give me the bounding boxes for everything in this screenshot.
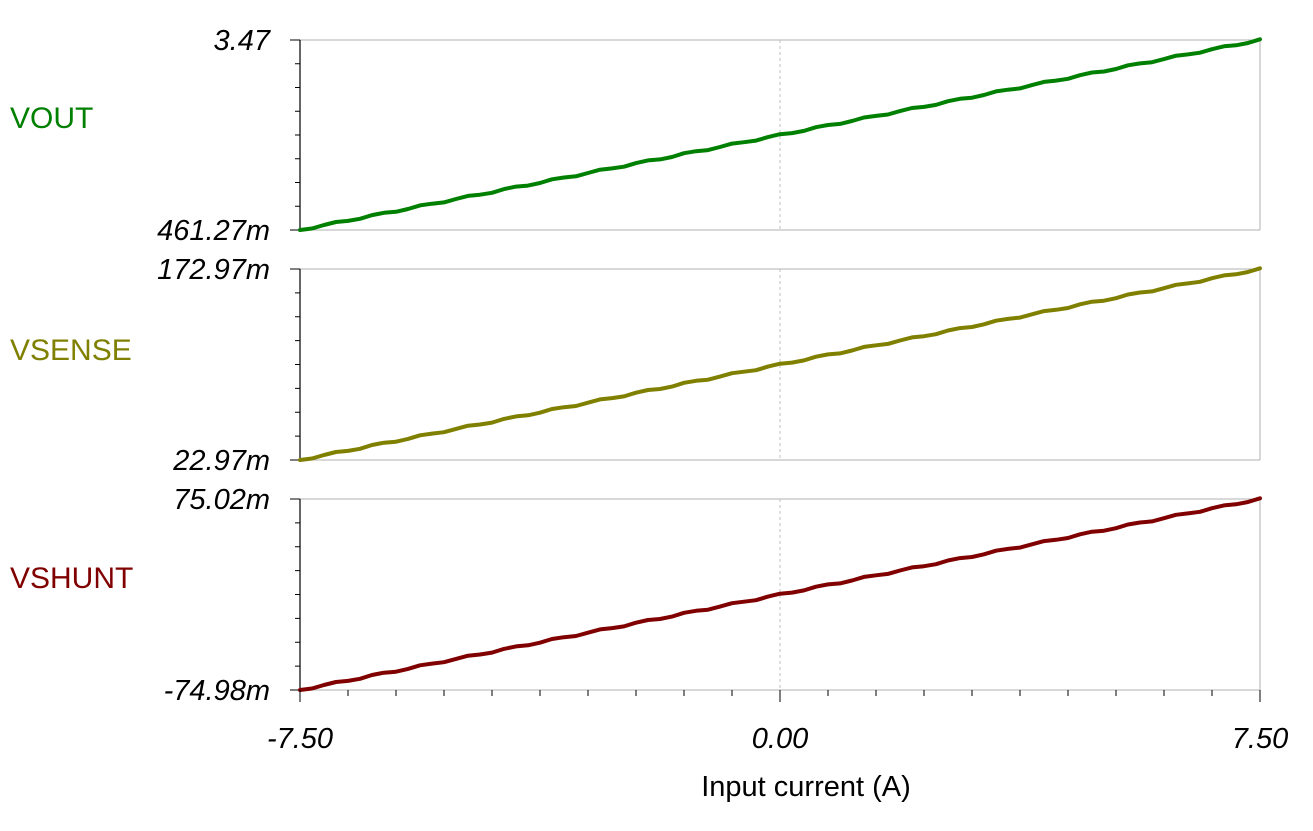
x-axis-title: Input current (A) [701,771,911,803]
y-tick-label-bottom: 461.27m [157,215,270,247]
y-tick-label-top: 75.02m [173,484,270,516]
y-tick-label-top: 172.97m [157,254,270,286]
x-tick-label: 0.00 [752,723,808,755]
panel-vsense: 172.97m 22.97m VSENSE [10,254,1262,477]
y-tick-label-top: 3.47 [214,25,272,57]
series-line-vshunt [298,496,1262,692]
series-label-vout: VOUT [10,102,93,135]
series-line-vout [298,37,1262,232]
x-tick-label: 7.50 [1232,723,1288,755]
x-axis: -7.50 0.00 7.50 [267,690,1288,755]
series-label-vshunt: VSHUNT [10,562,133,595]
y-tick-label-bottom: 22.97m [172,445,270,477]
chart-panels: 3.47 461.27m VOUT 172.97m 22.97m VSENSE 75.02m… [10,25,1262,707]
x-tick-label: -7.50 [267,723,333,755]
series-label-vsense: VSENSE [10,334,132,367]
panel-vshunt: 75.02m -74.98m VSHUNT [10,484,1262,707]
panel-vout: 3.47 461.27m VOUT [10,25,1262,247]
y-tick-label-bottom: -74.98m [164,675,270,707]
series-line-vsense [298,266,1262,462]
